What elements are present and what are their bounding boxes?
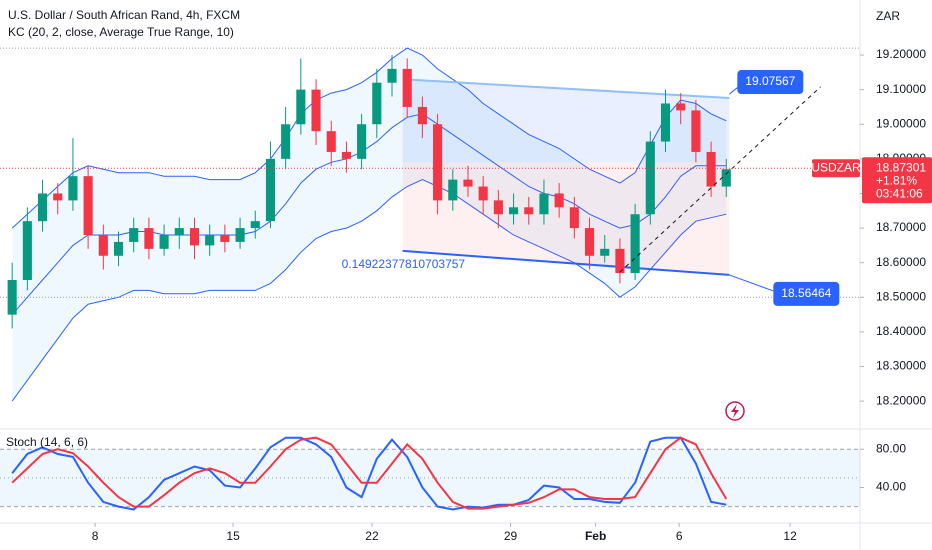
candle-body bbox=[235, 228, 245, 242]
stoch-label: Stoch (14, 6, 6) bbox=[6, 435, 88, 449]
candle-body bbox=[584, 228, 595, 256]
candle-body bbox=[569, 207, 579, 229]
candle-body bbox=[721, 169, 731, 187]
callout-lower: 18.56464 bbox=[781, 286, 831, 300]
candle-body bbox=[645, 141, 655, 215]
x-tick-label: 15 bbox=[226, 529, 240, 543]
candle-body bbox=[311, 89, 321, 132]
candle-body bbox=[660, 103, 671, 142]
keltner-lower bbox=[11, 179, 727, 402]
x-tick-label: 29 bbox=[504, 529, 518, 543]
trend-line bbox=[619, 86, 821, 273]
candle-body bbox=[144, 228, 154, 249]
price-change: +1.81% bbox=[876, 173, 917, 187]
y-tick-label: 18.50000 bbox=[876, 289, 926, 303]
candle-body bbox=[448, 179, 458, 201]
y-tick-label: 40.00 bbox=[876, 480, 906, 494]
stoch-line bbox=[11, 436, 728, 510]
candle-body bbox=[478, 186, 488, 201]
y-tick-label: 19.20000 bbox=[876, 47, 926, 61]
candle-body bbox=[250, 221, 260, 229]
y-tick-label: 18.60000 bbox=[876, 255, 926, 269]
candle-body bbox=[554, 193, 564, 208]
candle-body bbox=[539, 193, 549, 215]
candle-body bbox=[205, 234, 215, 246]
candle-body bbox=[600, 248, 610, 256]
x-tick-label: 8 bbox=[92, 529, 99, 543]
candle-body bbox=[433, 124, 443, 201]
price-countdown: 03:41:06 bbox=[876, 186, 923, 200]
candle-body bbox=[357, 124, 367, 159]
candle-body bbox=[265, 158, 276, 222]
stoch-band-fill bbox=[0, 449, 860, 507]
candle-body bbox=[53, 193, 63, 201]
candle-body bbox=[7, 279, 17, 315]
candle-body bbox=[296, 89, 306, 125]
candle-body bbox=[37, 193, 48, 222]
callout-line bbox=[729, 274, 774, 292]
y-tick-label: 80.00 bbox=[876, 441, 906, 455]
candle-body bbox=[341, 151, 351, 159]
candle-body bbox=[524, 207, 534, 215]
candle-body bbox=[22, 221, 32, 280]
candle-body bbox=[417, 106, 427, 125]
icon-ring bbox=[725, 401, 745, 421]
candle-body bbox=[493, 200, 503, 215]
callout-upper: 19.07567 bbox=[745, 74, 795, 88]
symbol-name: USDZAR bbox=[811, 160, 861, 174]
callout-box bbox=[737, 70, 804, 95]
candle-body bbox=[387, 68, 397, 83]
icon-bolt bbox=[731, 404, 739, 418]
candle-body bbox=[68, 176, 78, 201]
stoch-line bbox=[11, 436, 727, 511]
price-value: 18.87301 bbox=[876, 160, 926, 174]
candle-body bbox=[159, 234, 169, 249]
channel-lower-line bbox=[402, 249, 730, 276]
alert-icon[interactable] bbox=[725, 401, 745, 421]
candle-body bbox=[281, 124, 291, 159]
keltner-fill bbox=[12, 48, 727, 402]
candle-body bbox=[174, 228, 184, 235]
candle-body bbox=[676, 103, 686, 111]
x-tick-label: 22 bbox=[365, 529, 379, 543]
candle-body bbox=[83, 176, 93, 235]
y-tick-label: 18.20000 bbox=[876, 393, 926, 407]
candle-body bbox=[615, 248, 625, 274]
chart-title: U.S. Dollar / South African Rand, 4h, FX… bbox=[8, 8, 240, 22]
candle-body bbox=[706, 151, 716, 187]
y-tick-label: 19.00000 bbox=[876, 116, 926, 130]
candle-body bbox=[691, 110, 701, 152]
y-tick-label: 18.70000 bbox=[876, 220, 926, 234]
candle-body bbox=[113, 241, 124, 256]
candle-body bbox=[326, 131, 336, 152]
keltner-upper bbox=[11, 47, 727, 229]
candle-body bbox=[189, 228, 200, 246]
candle-body bbox=[98, 234, 108, 256]
candle-body bbox=[372, 82, 382, 125]
channel-upper-line bbox=[402, 78, 730, 100]
indicator-label: KC (20, 2, close, Average True Range, 10… bbox=[8, 25, 234, 39]
price-tag bbox=[862, 157, 932, 204]
channel-ratio: 0.14922377810703757 bbox=[342, 257, 466, 271]
candle-body bbox=[463, 179, 473, 187]
x-tick-label: Feb bbox=[585, 529, 606, 543]
candle-body bbox=[220, 234, 230, 242]
symbol-tag bbox=[812, 159, 860, 178]
x-tick-label: 12 bbox=[783, 529, 797, 543]
x-tick-label: 6 bbox=[676, 529, 683, 543]
y-tick-label: 18.30000 bbox=[876, 359, 926, 373]
callout-box bbox=[773, 281, 840, 306]
candle-body bbox=[509, 207, 519, 215]
candle-body bbox=[402, 68, 412, 107]
y-tick-label: 19.10000 bbox=[876, 82, 926, 96]
y-tick-label: 18.40000 bbox=[876, 324, 926, 338]
candle-body bbox=[129, 228, 139, 242]
currency: ZAR bbox=[876, 9, 900, 23]
candle-body bbox=[630, 214, 640, 274]
